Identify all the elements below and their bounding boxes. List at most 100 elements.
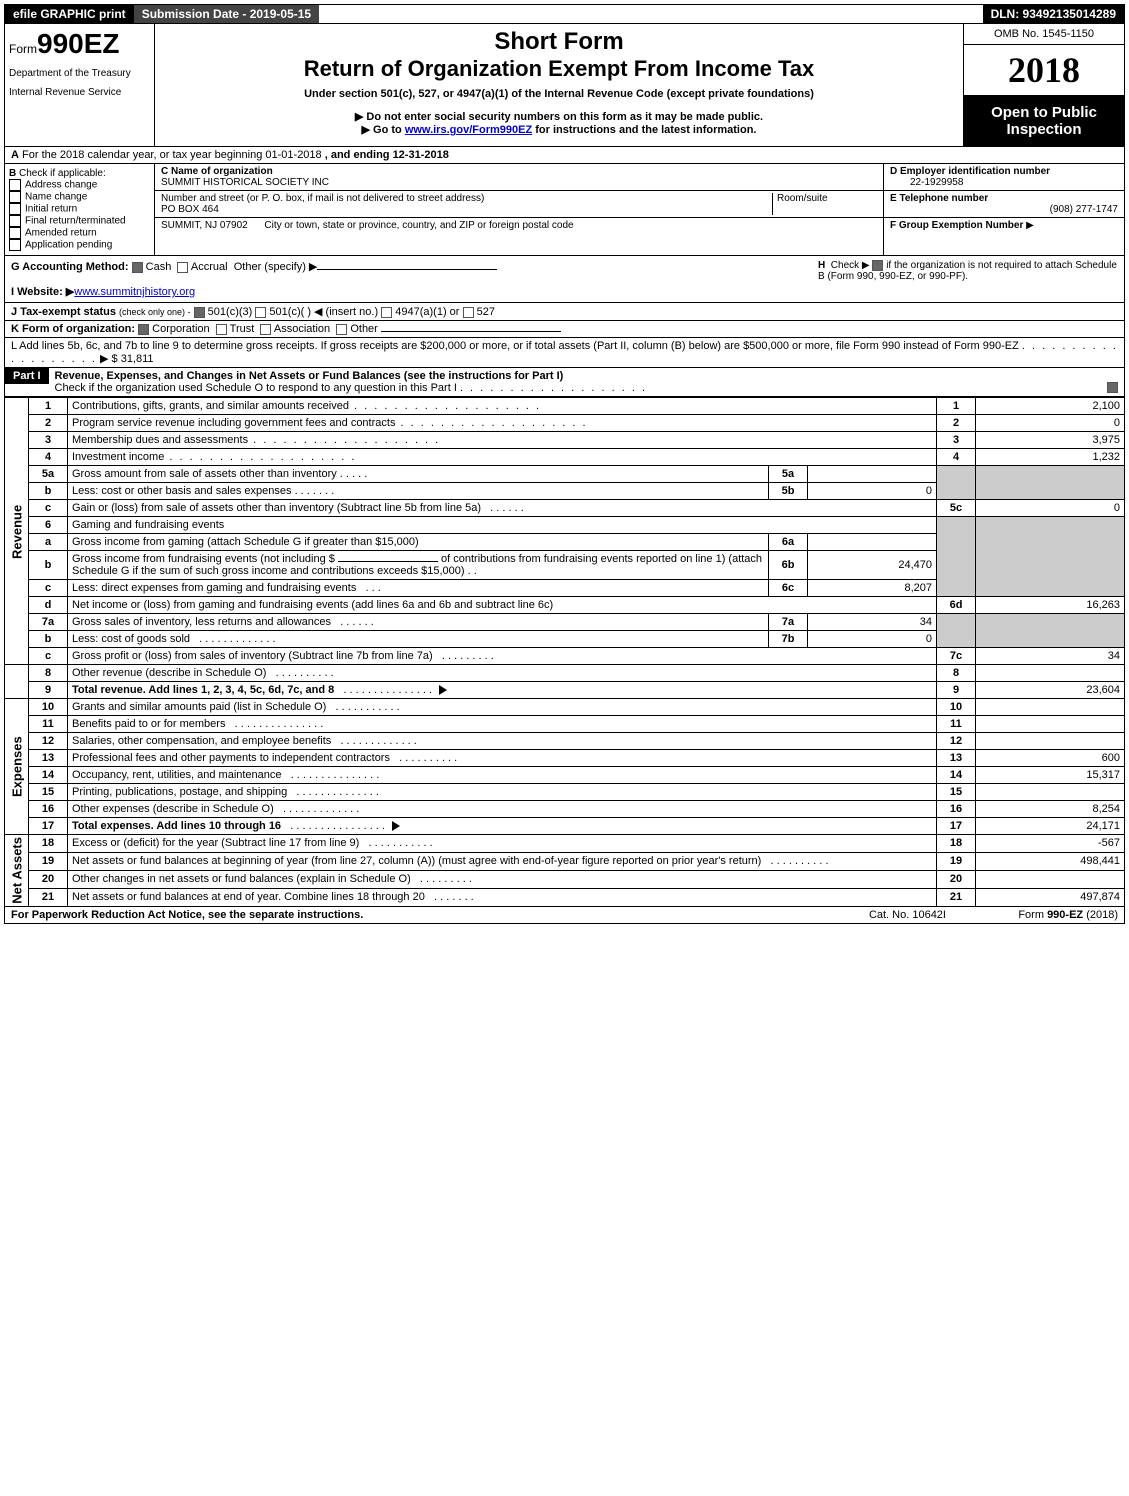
line-5b-sn: 5b [769, 483, 808, 500]
line-6-desc: Gaming and fundraising events [68, 517, 937, 534]
chk-501c3[interactable] [194, 307, 205, 318]
line-5b-desc: Less: cost or other basis and sales expe… [72, 485, 292, 497]
line-5c-desc: Gain or (loss) from sale of assets other… [72, 502, 481, 514]
line-1-dots [349, 400, 541, 412]
line-3-ln: 3 [937, 432, 976, 449]
line-6c-sn: 6c [769, 580, 808, 597]
line-9-ln: 9 [937, 682, 976, 699]
line-11-val [976, 716, 1125, 733]
line-12-val [976, 733, 1125, 750]
line-3-num: 3 [29, 432, 68, 449]
line-12-num: 12 [29, 733, 68, 750]
line-10-desc: Grants and similar amounts paid (list in… [72, 701, 326, 713]
row-g: G Accounting Method: Cash Accrual Other … [11, 260, 818, 298]
j-o4: 527 [477, 306, 495, 318]
line-17-ln: 17 [937, 818, 976, 835]
chk-501c[interactable] [255, 307, 266, 318]
col-b: B Check if applicable: Address change Na… [5, 164, 155, 255]
line-2-dots [395, 417, 587, 429]
irs-link[interactable]: www.irs.gov/Form990EZ [405, 124, 532, 136]
line-19-val: 498,441 [976, 852, 1125, 870]
line-6d-ln: 6d [937, 597, 976, 614]
line-21-ln: 21 [937, 888, 976, 906]
line-21-val: 497,874 [976, 888, 1125, 906]
line-13-ln: 13 [937, 750, 976, 767]
line-4-dots [164, 451, 356, 463]
line-5a-sn: 5a [769, 466, 808, 483]
part1-dots [460, 382, 647, 394]
efile-print-label[interactable]: efile GRAPHIC print [5, 5, 134, 23]
side-expenses: Expenses [5, 699, 29, 835]
chk-initial-return[interactable] [9, 203, 21, 215]
chk-accrual[interactable] [177, 262, 188, 273]
chk-cash[interactable] [132, 262, 143, 273]
line-16-num: 16 [29, 801, 68, 818]
chk-amended-return[interactable] [9, 227, 21, 239]
d-phone-label: E Telephone number [890, 193, 988, 204]
header-left: Form990EZ Department of the Treasury Int… [5, 24, 155, 146]
ein-value: 22-1929958 [890, 177, 963, 188]
c-room-label: Room/suite [777, 193, 828, 204]
chk-association[interactable] [260, 324, 271, 335]
line-1-num: 1 [29, 398, 68, 415]
dept-treasury: Department of the Treasury [9, 68, 150, 79]
line-3-dots [248, 434, 440, 446]
j-o2: 501(c)( ) ◀ (insert no.) [269, 306, 378, 318]
line-16-ln: 16 [937, 801, 976, 818]
side-net-assets: Net Assets [5, 835, 29, 907]
website-link[interactable]: www.summitnjhistory.org [74, 286, 195, 298]
g-label: G Accounting Method: [11, 261, 129, 273]
d-ein-row: D Employer identification number 22-1929… [884, 164, 1124, 191]
part1-label: Part I [5, 368, 49, 384]
part1-title: Revenue, Expenses, and Changes in Net As… [55, 370, 564, 382]
line-10: Expenses 10 Grants and similar amounts p… [5, 699, 1125, 716]
chk-other-org[interactable] [336, 324, 347, 335]
side-revenue-cont [5, 665, 29, 699]
line-15-desc: Printing, publications, postage, and shi… [72, 786, 287, 798]
line-10-val [976, 699, 1125, 716]
other-org-line[interactable] [381, 331, 561, 332]
line-6b-blank[interactable] [338, 561, 438, 562]
opt-initial-return: Initial return [25, 204, 77, 215]
chk-corporation[interactable] [138, 324, 149, 335]
line-21-num: 21 [29, 888, 68, 906]
chk-address-change[interactable] [9, 179, 21, 191]
line-7c: c Gross profit or (loss) from sales of i… [5, 648, 1125, 665]
chk-name-change[interactable] [9, 191, 21, 203]
chk-4947[interactable] [381, 307, 392, 318]
line-18: Net Assets 18 Excess or (deficit) for th… [5, 835, 1125, 853]
line-20-num: 20 [29, 870, 68, 888]
line-13-num: 13 [29, 750, 68, 767]
chk-final-return[interactable] [9, 215, 21, 227]
line-7ab-shade [937, 614, 976, 648]
chk-527[interactable] [463, 307, 474, 318]
footer-right: Form 990-EZ (2018) [952, 907, 1124, 923]
chk-application-pending[interactable] [9, 239, 21, 251]
line-2-desc: Program service revenue including govern… [72, 417, 395, 429]
check-if-label: Check if applicable: [19, 168, 106, 179]
line-15-val [976, 784, 1125, 801]
org-street: PO BOX 464 [161, 204, 219, 215]
line-5a-desc: Gross amount from sale of assets other t… [72, 468, 337, 480]
line-6a-num: a [29, 534, 68, 551]
chk-trust[interactable] [216, 324, 227, 335]
j-o3: 4947(a)(1) or [395, 306, 459, 318]
line-1: Revenue 1 Contributions, gifts, grants, … [5, 398, 1125, 415]
line-7b-num: b [29, 631, 68, 648]
line-4-ln: 4 [937, 449, 976, 466]
k-label: K Form of organization: [11, 323, 135, 335]
line-18-ln: 18 [937, 835, 976, 853]
top-bar: efile GRAPHIC print Submission Date - 20… [4, 4, 1125, 24]
omb-number: OMB No. 1545-1150 [964, 24, 1124, 45]
line-5a-num: 5a [29, 466, 68, 483]
group-arrow: ▶ [1026, 220, 1034, 231]
chk-schedule-b[interactable] [872, 260, 883, 271]
line-9-num: 9 [29, 682, 68, 699]
line-18-val: -567 [976, 835, 1125, 853]
chk-schedule-o[interactable] [1107, 382, 1118, 393]
short-form-title: Short Form [159, 28, 959, 56]
line-20-ln: 20 [937, 870, 976, 888]
line-9: 9 Total revenue. Add lines 1, 2, 3, 4, 5… [5, 682, 1125, 699]
other-specify-line[interactable] [317, 269, 497, 270]
arrow-icon [439, 685, 447, 695]
